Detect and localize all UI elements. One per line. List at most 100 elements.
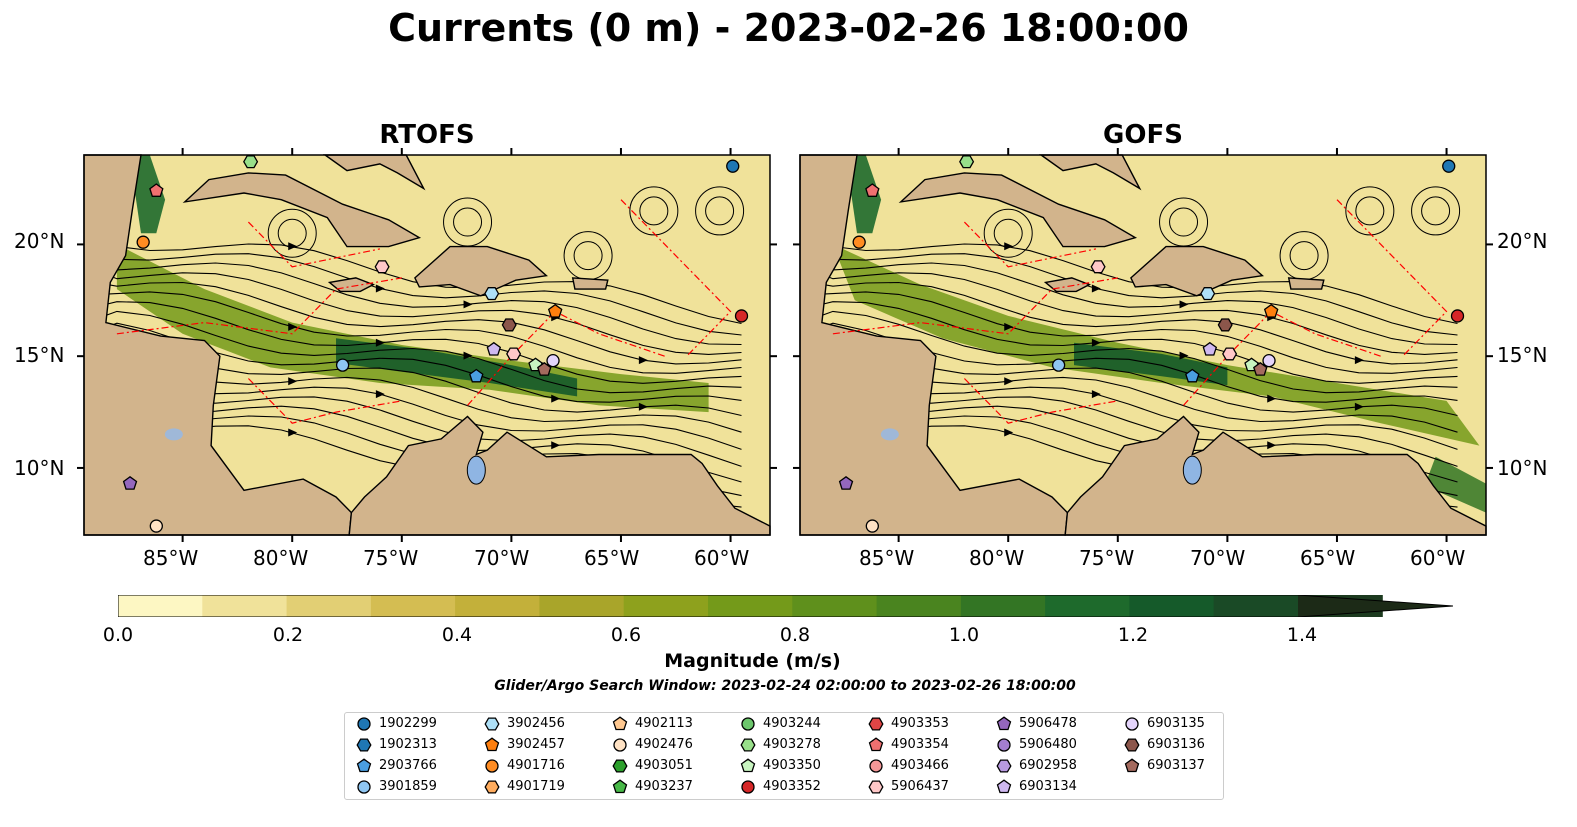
eddy-streamline [629, 186, 679, 236]
legend-marker-pentagon-icon [356, 758, 372, 773]
streamline-arrow [1267, 394, 1277, 403]
legend-marker-pentagon-icon [612, 716, 628, 731]
legend-marker-shape [740, 738, 756, 752]
streamline [810, 232, 1458, 325]
legend-marker-shape [1124, 738, 1140, 752]
legend-label: 4903051 [635, 758, 693, 773]
lon-label-rtofs-70w: 70°W [474, 546, 530, 570]
legend-marker-shape [612, 779, 628, 794]
colorbar-segment [455, 595, 540, 617]
float-marker-4903352 [1450, 309, 1465, 323]
float-marker-6903137 [537, 361, 552, 376]
streamline-arrow [1004, 377, 1014, 386]
float-marker-5906478 [838, 475, 854, 490]
land-hispaniola [1130, 245, 1264, 297]
legend-marker-shape [612, 759, 628, 773]
float-marker-4903352 [734, 309, 749, 323]
float-marker-1902299 [1442, 159, 1456, 173]
land-south-america [348, 415, 771, 536]
lon-label-rtofs-65w: 65°W [584, 546, 640, 570]
streamline [94, 257, 742, 346]
colorbar-segment [1045, 595, 1130, 617]
eez-line [832, 277, 1118, 335]
figure-title: Currents (0 m) - 2023-02-26 18:00:00 [388, 6, 1189, 50]
map-panel-rtofs[interactable] [77, 148, 777, 542]
eez-line [116, 277, 402, 335]
eddy-streamline [695, 186, 745, 236]
legend-label: 4903237 [635, 779, 693, 794]
map-panel-gofs[interactable] [793, 148, 1493, 542]
colorbar-tick: 0.0 [102, 624, 134, 646]
land-south-america [1064, 415, 1487, 536]
legend-label: 4903350 [763, 758, 821, 773]
legend-marker-shape [1125, 717, 1139, 731]
eez-line [247, 378, 402, 424]
legend-marker-pentagon-icon [996, 716, 1012, 731]
map-canvas-gofs [793, 148, 1493, 542]
float-marker-3901859 [1051, 358, 1066, 372]
streamline-arrow [1091, 284, 1101, 293]
lon-label-gofs-80w: 80°W [969, 546, 1025, 570]
streamline [810, 291, 1458, 374]
legend-marker-circle-icon [997, 738, 1011, 752]
float-marker-1902299 [726, 159, 740, 173]
land-cuba [898, 172, 1138, 248]
current-band-secondary [1424, 456, 1486, 513]
legend-label: 5906480 [1019, 737, 1077, 752]
eddy-streamline [1289, 241, 1319, 271]
float-marker-5906437 [1222, 347, 1238, 361]
eddy-streamline [1355, 196, 1385, 226]
streamline [94, 269, 742, 355]
streamline-arrow [463, 351, 473, 360]
legend-label: 4902476 [635, 737, 693, 752]
float-marker-3902456 [484, 287, 500, 301]
colorbar [117, 594, 1454, 618]
legend-label: 4903278 [763, 737, 821, 752]
float-marker-3901859 [335, 358, 350, 372]
streamline-arrow [375, 338, 385, 347]
search-window-text: Glider/Argo Search Window: 2023-02-24 02… [494, 678, 1076, 694]
legend-marker-shape [485, 759, 499, 773]
float-marker-6903134 [1202, 341, 1218, 356]
legend-marker-shape [1124, 758, 1140, 773]
streamline-arrow [288, 242, 298, 251]
streamline-arrow [1267, 441, 1277, 450]
legend: 1902299 1902313 2903766 3901859 3902456 39024… [344, 712, 1224, 800]
legend-label: 3901859 [379, 779, 437, 794]
legend-marker-hexagon-icon [740, 738, 756, 752]
streamline-arrow [1004, 242, 1014, 251]
land-puerto-rico [1287, 277, 1325, 290]
legend-marker-shape [356, 758, 372, 773]
eddy-streamline [277, 218, 307, 248]
legend-marker-circle-icon [869, 759, 883, 773]
legend-label: 4901716 [507, 758, 565, 773]
float-marker-4901716 [852, 235, 866, 249]
lake-nicaragua [164, 428, 183, 441]
float-marker-3902457 [1263, 303, 1279, 318]
float-marker-4903278 [959, 155, 975, 169]
float-marker-5906437 [374, 260, 390, 274]
lon-label-gofs-75w: 75°W [1079, 546, 1135, 570]
legend-marker-hexagon-icon [868, 717, 884, 731]
eddy-streamline [993, 218, 1023, 248]
legend-label: 1902299 [379, 716, 437, 731]
legend-marker-shape [740, 758, 756, 773]
lat-label-20n-right: 20°N [1497, 229, 1548, 253]
float-marker-6903137 [1253, 361, 1268, 376]
legend-label: 3902456 [507, 716, 565, 731]
streamline [94, 310, 742, 394]
streamline-arrow [551, 441, 561, 450]
map-frame [799, 154, 1487, 536]
lat-label-20n-left: 20°N [14, 229, 65, 253]
float-marker-5906437 [1090, 260, 1106, 274]
eez-line [467, 310, 665, 406]
legend-marker-shape [997, 738, 1011, 752]
float-marker-2903766 [1185, 368, 1200, 383]
legend-marker-hexagon-icon [868, 780, 884, 794]
legend-marker-shape [741, 717, 755, 731]
legend-marker-shape [484, 780, 500, 794]
eddy-streamline [1411, 186, 1461, 236]
legend-marker-shape [869, 759, 883, 773]
legend-marker-pentagon-icon [868, 737, 884, 752]
legend-marker-circle-icon [357, 717, 371, 731]
